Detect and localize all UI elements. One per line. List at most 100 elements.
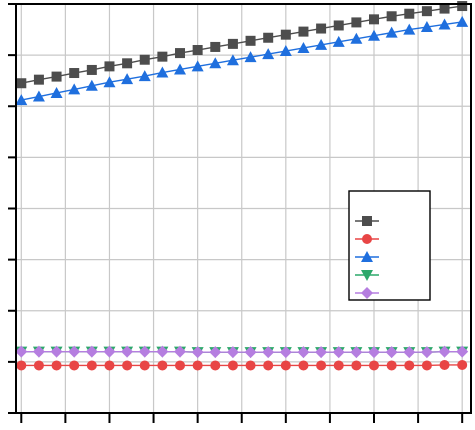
series-3-point: [85, 79, 98, 91]
series-1-point: [69, 68, 80, 79]
series-3-point: [191, 60, 204, 72]
series-5-point: [156, 345, 169, 358]
series-layer: [15, 1, 469, 371]
series-1-point: [227, 38, 238, 49]
series-2-point: [245, 360, 256, 371]
series-5-point: [368, 346, 381, 359]
series-5-point: [209, 346, 222, 359]
series-3-point: [226, 54, 239, 66]
series-3-point: [332, 35, 345, 47]
series-2-point: [439, 359, 450, 370]
plot-frame: [15, 3, 472, 414]
series-2-point: [333, 360, 344, 371]
series-5-point: [138, 345, 151, 358]
series-3-point: [403, 23, 416, 35]
legend-entry-5: [355, 287, 379, 299]
legend-marker: [362, 234, 372, 244]
series-5-point: [420, 346, 433, 359]
series-3-point: [297, 41, 310, 53]
series-5-point: [50, 345, 63, 358]
series-1-point: [421, 6, 432, 17]
series-5-point: [332, 346, 345, 359]
legend-marker: [362, 216, 372, 226]
series-5-point: [456, 345, 469, 358]
series-5-point: [438, 345, 451, 358]
series-1-point: [192, 45, 203, 56]
series-1-point: [439, 3, 450, 14]
series-2-point: [139, 360, 150, 371]
series-2-point: [122, 360, 133, 371]
series-5-point: [103, 345, 116, 358]
ticks: [8, 3, 464, 423]
series-3-point: [121, 73, 134, 85]
series-5-point: [385, 346, 398, 359]
series-3-point: [350, 32, 363, 44]
series-1-point: [157, 51, 168, 62]
legend-marker: [361, 251, 373, 262]
series-3-point: [32, 90, 45, 102]
legend-marker: [361, 270, 373, 281]
series-1-point: [16, 78, 27, 89]
series-1-point: [316, 23, 327, 34]
series-3-point: [262, 48, 275, 60]
legend-entry-3: [355, 251, 379, 262]
series-2-point: [51, 360, 62, 371]
series-2-point: [457, 359, 468, 370]
series-2-point: [298, 360, 309, 371]
series-5-point: [297, 346, 310, 359]
series-3-point: [368, 29, 381, 41]
series-2-point: [210, 360, 221, 371]
series-1-point: [404, 8, 415, 19]
series-1-point: [351, 17, 362, 28]
series-3-point: [68, 83, 81, 95]
series-3-point: [420, 21, 433, 33]
series-3-point: [103, 76, 116, 88]
series-3: [15, 15, 469, 106]
series-5-point: [279, 346, 292, 359]
series-1-point: [122, 58, 133, 69]
series-1-point: [139, 54, 150, 65]
series-3-point: [279, 45, 292, 57]
series-2: [16, 359, 468, 371]
series-2-point: [33, 360, 44, 371]
series-5-point: [403, 346, 416, 359]
series-2-point: [386, 360, 397, 371]
series-2-point: [192, 360, 203, 371]
series-2-point: [227, 360, 238, 371]
legend-box: [348, 190, 431, 301]
series-5-point: [350, 346, 363, 359]
series-1-point: [298, 26, 309, 37]
series-5-point: [85, 345, 98, 358]
series-1-point: [175, 48, 186, 59]
series-2-point: [351, 360, 362, 371]
series-3-point: [50, 86, 63, 98]
series-1-point: [33, 74, 44, 85]
series-1-point: [263, 32, 274, 43]
legend-entry-2: [355, 234, 379, 244]
series-2-point: [421, 360, 432, 371]
series-3-point: [456, 15, 469, 27]
series-5-point: [262, 346, 275, 359]
series-1-point: [333, 20, 344, 31]
series-5-point: [15, 345, 28, 358]
series-1-point: [369, 14, 380, 25]
series-5-point: [244, 346, 257, 359]
series-5-point: [226, 346, 239, 359]
series-2-point: [104, 360, 115, 371]
series-3-point: [438, 18, 451, 30]
legend: [348, 190, 431, 301]
series-1-point: [51, 71, 62, 82]
series-1-point: [280, 29, 291, 40]
series-5-point: [121, 345, 134, 358]
series-2-point: [369, 360, 380, 371]
series-2-point: [404, 360, 415, 371]
series-1-point: [210, 41, 221, 52]
series-3-point: [385, 26, 398, 38]
series-5-point: [174, 345, 187, 358]
series-2-point: [16, 360, 27, 371]
series-3-point: [209, 57, 222, 69]
series-1-point: [386, 11, 397, 22]
series-2-point: [86, 360, 97, 371]
series-2-point: [263, 360, 274, 371]
